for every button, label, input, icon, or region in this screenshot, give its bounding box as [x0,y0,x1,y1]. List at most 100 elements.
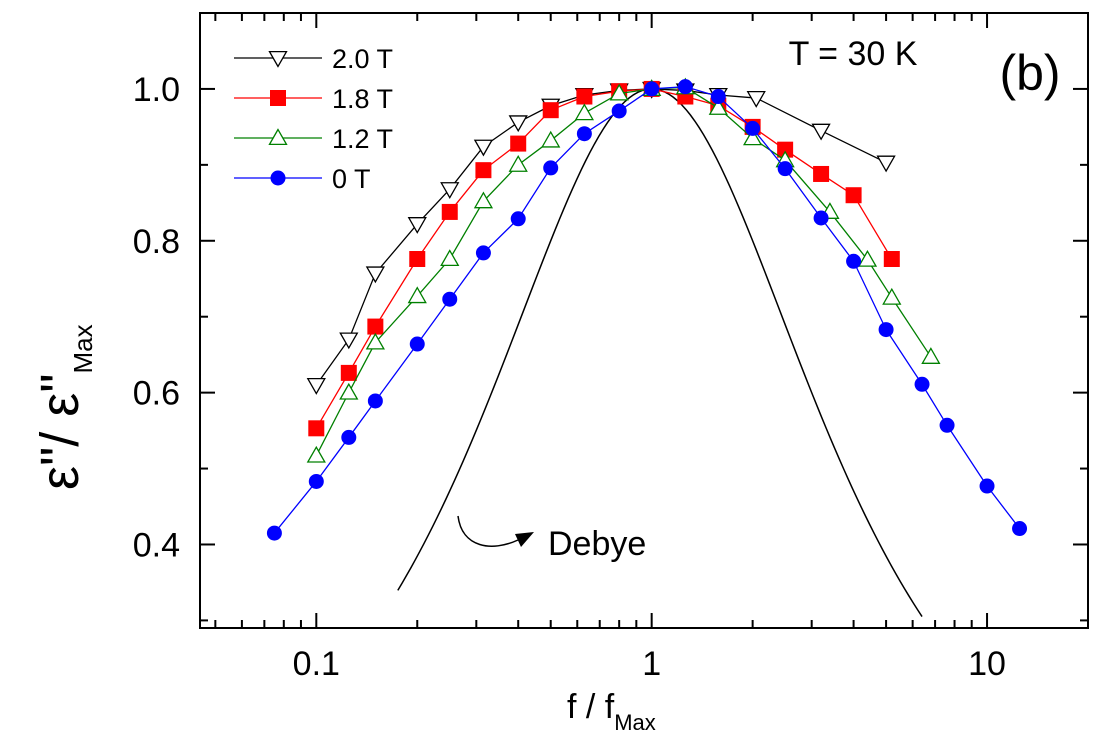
data-point [365,266,385,284]
data-point [542,102,559,119]
data-point [882,287,902,305]
data-point [743,128,763,146]
data-point [574,103,594,121]
data-point [308,473,324,489]
legend-entry: 1.2 T [234,124,393,154]
data-point [921,347,941,364]
data-point [508,115,528,133]
data-point [442,291,458,307]
y-axis-label: ε"/ ε"Max [30,324,98,490]
series-0-T [266,79,1028,541]
data-point [845,187,862,204]
series-1-2-T [306,77,941,463]
data-point [341,429,357,445]
data-point [883,251,900,267]
x-axis-label-main: f / f [567,688,615,726]
panel-label: (b) [999,45,1060,101]
y-tick-label: 1.0 [133,71,180,109]
annotations: T = 30 K (b) Debye [457,35,1061,563]
data-point [677,79,693,95]
data-point [440,249,460,267]
debye-arrow-head [515,532,534,547]
data-point [1012,521,1028,537]
data-point [409,251,426,267]
data-point [644,81,660,97]
data-point [746,91,766,108]
data-point [979,478,995,494]
data-point [367,318,384,335]
plot-frame [199,12,1089,629]
data-point [708,98,728,115]
data-point [407,217,427,234]
data-point [543,160,559,176]
chart-series [266,77,1028,617]
data-point [475,245,491,261]
legend-label: 1.8 T [332,84,393,114]
data-point [266,525,282,541]
data-point [409,336,425,352]
data-point [508,155,528,172]
data-point [339,332,359,350]
legend-marker [270,170,286,186]
y-axis-label-sub: Max [68,324,98,373]
legend-label: 2.0 T [332,44,393,74]
data-point [441,203,458,220]
data-point [813,210,829,226]
data-point [308,420,325,437]
data-point [367,393,383,409]
legend-label: 1.2 T [332,124,393,154]
data-point [609,83,629,101]
data-point [878,322,894,338]
data-point [813,165,830,182]
y-tick-label: 0.8 [133,223,180,261]
data-point [306,378,326,395]
data-point [440,182,460,199]
data-point [510,211,526,227]
data-point [745,120,761,136]
data-point [939,417,955,433]
y-axis-label-main: ε"/ ε" [30,374,90,491]
y-tick-label: 0.4 [133,526,180,564]
data-point [473,139,494,157]
data-point [914,376,930,392]
x-tick-label: 1 [642,645,661,683]
x-axis-label-sub: Max [614,710,656,730]
data-point [846,253,862,269]
legend-entry: 2.0 T [234,44,393,74]
data-point [473,191,494,209]
data-point [340,364,357,381]
data-point [857,249,878,267]
data-point [541,130,561,148]
data-point [365,332,385,350]
legend-entry: 1.8 T [234,84,393,114]
data-point [710,89,726,105]
legend-marker [268,128,288,146]
data-point [876,155,896,173]
data-point [339,382,359,400]
x-tick-label: 10 [968,645,1006,683]
y-tick-label: 0.6 [133,375,180,413]
data-point [475,162,492,179]
x-tick-label: 0.1 [293,645,340,683]
x-axis-label: f / fMax [567,688,656,730]
plot-area-border [199,12,1089,629]
series-1-8-T [308,80,900,437]
data-point [777,161,793,177]
debye-label: Debye [548,525,646,563]
series-line [315,88,887,386]
data-point [576,126,592,142]
data-point [576,88,593,105]
debye-arrow [457,515,519,547]
legend-marker [268,50,288,68]
data-point [611,103,627,119]
temperature-label: T = 30 K [789,35,918,73]
legend-marker [270,90,286,106]
series-line [315,86,932,456]
legend-label: 0 T [332,164,371,194]
legend: 2.0 T 1.8 T 1.2 T 0 T [234,44,393,194]
data-point [811,123,831,141]
data-point [306,445,326,463]
series-2-0-T [306,81,896,395]
